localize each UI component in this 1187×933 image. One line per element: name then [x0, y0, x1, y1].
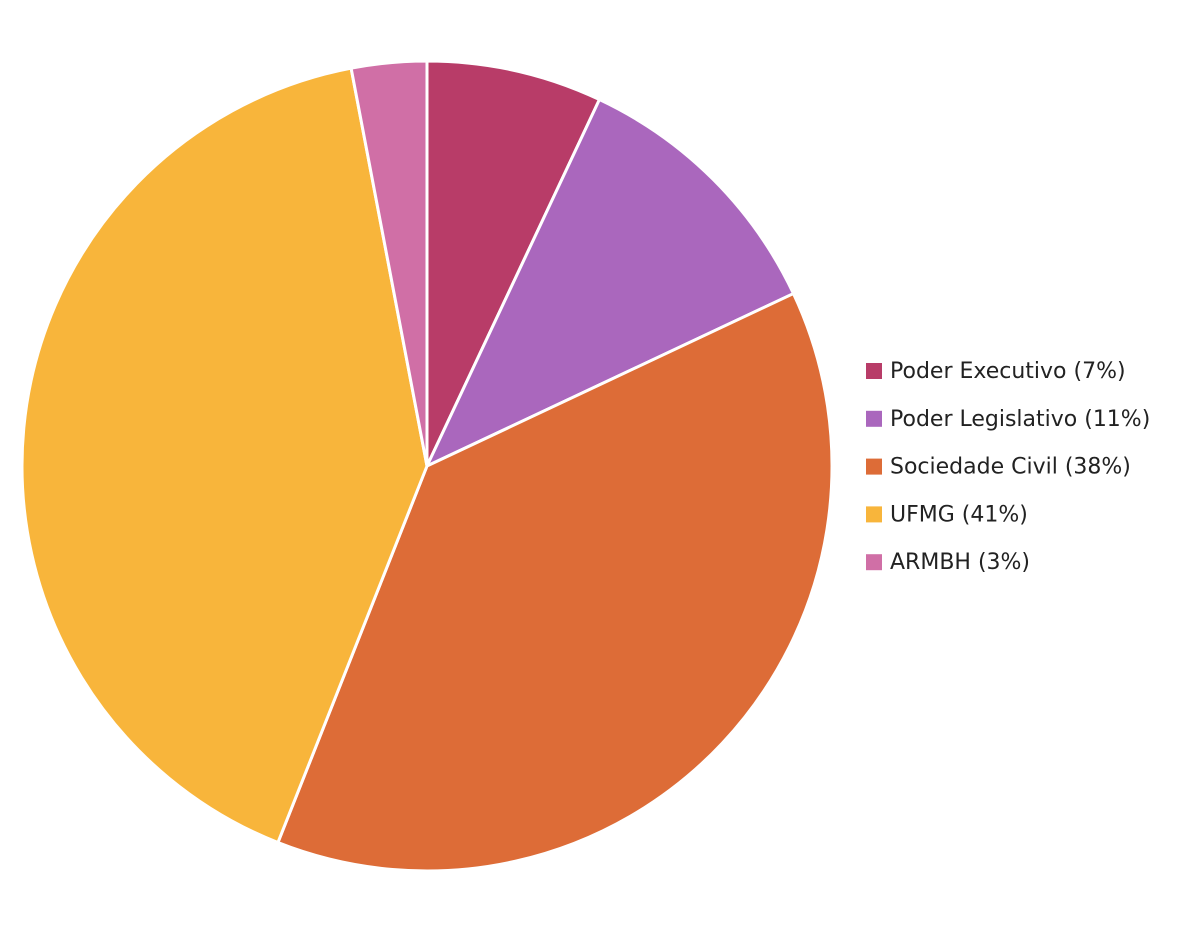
legend-label: ARMBH (3%) [890, 550, 1030, 575]
legend-label: Sociedade Civil (38%) [890, 455, 1131, 480]
legend-label: Poder Executivo (7%) [890, 359, 1126, 384]
pie-slice [275, 291, 834, 873]
pie-slice [20, 66, 429, 845]
legend-label: Poder Legislativo (11%) [890, 407, 1150, 432]
legend-swatch [866, 554, 882, 571]
pie-slice [349, 59, 429, 467]
pie-slice [425, 59, 602, 467]
legend-swatch [866, 410, 882, 427]
pie-slice [423, 97, 796, 470]
legend-label: UFMG (41%) [890, 502, 1028, 527]
legend-swatch [866, 506, 882, 523]
legend-swatch [866, 458, 882, 475]
legend-swatch [866, 363, 882, 379]
